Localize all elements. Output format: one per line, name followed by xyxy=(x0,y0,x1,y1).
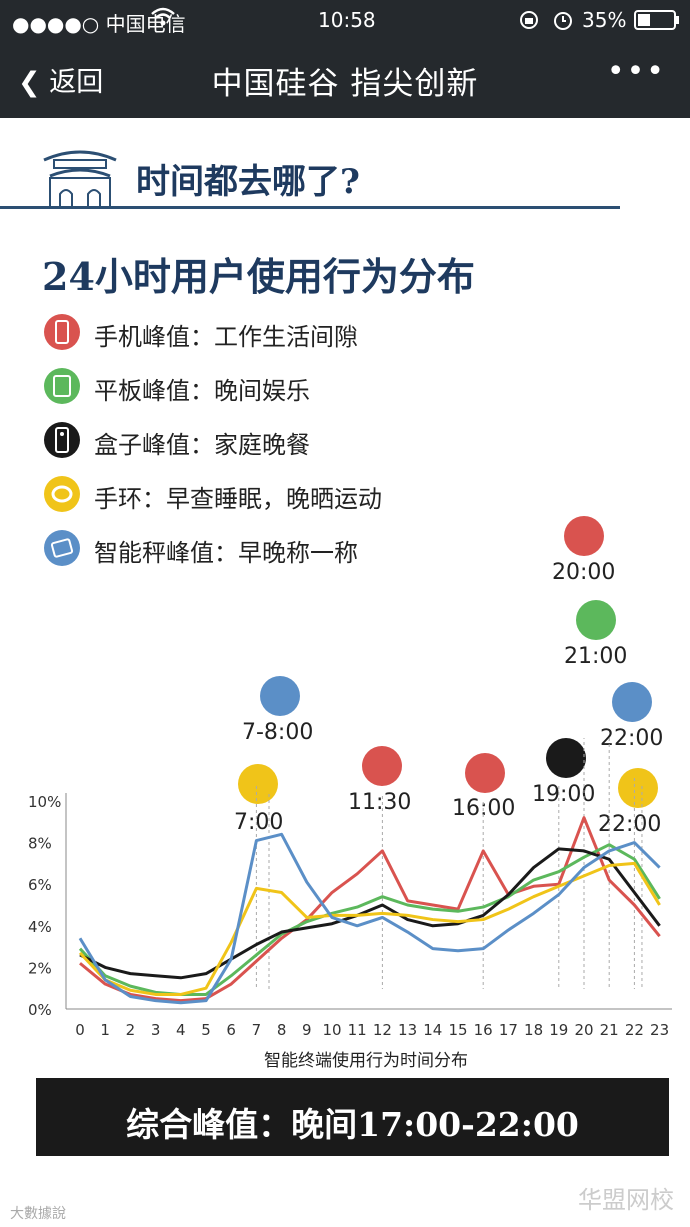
x-tick-label: 6 xyxy=(226,1021,236,1039)
section-title: 时间都去哪了? xyxy=(136,162,360,202)
wifi-icon xyxy=(150,6,176,33)
back-label: 返回 xyxy=(49,67,104,98)
peak-label: 11:30 xyxy=(348,790,412,815)
y-tick-label: 10% xyxy=(28,793,61,811)
x-tick-label: 16 xyxy=(474,1021,493,1039)
scale-icon xyxy=(44,530,80,566)
chevron-left-icon: ❮ xyxy=(18,67,41,98)
x-tick-label: 11 xyxy=(348,1021,367,1039)
legend-label: 手机峰值：工作生活间隙 xyxy=(94,323,358,351)
peak-summary-text: 综合峰值：晚间17:00-22:00 xyxy=(126,1105,579,1144)
legend-label: 盒子峰值：家庭晚餐 xyxy=(94,431,310,459)
line-chart: 0%2%4%6%8%10%0 1 2 3 4 5 6 7 8 9 10 11 12 13 14 15 16 17 1… xyxy=(28,738,672,1039)
phone-icon xyxy=(564,516,604,556)
tablet-icon xyxy=(576,600,616,640)
x-tick-label: 20 xyxy=(574,1021,593,1039)
y-tick-label: 2% xyxy=(28,959,52,977)
peak-label: 7-8:00 xyxy=(242,720,314,745)
divider xyxy=(0,206,620,209)
x-tick-label: 2 xyxy=(126,1021,136,1039)
more-button[interactable]: ••• xyxy=(606,54,666,89)
tablet-icon xyxy=(44,368,80,404)
nav-bar: ❮ 返回 中国硅谷 指尖创新 ••• xyxy=(0,40,690,118)
x-tick-label: 21 xyxy=(600,1021,619,1039)
x-axis-caption: 智能终端使用行为时间分布 xyxy=(264,1051,468,1071)
series-line-2 xyxy=(79,847,661,980)
wristband-icon xyxy=(618,768,658,808)
x-tick-label: 8 xyxy=(277,1021,287,1039)
x-tick-label: 0 xyxy=(75,1021,85,1039)
watermark-left: 大數據說 xyxy=(10,1206,66,1222)
peak-summary-banner: 综合峰值：晚间17:00-22:00 xyxy=(36,1078,669,1156)
status-bar: ●●●●○ 中国电信 10:58 35% xyxy=(0,0,690,40)
clock-time: 10:58 xyxy=(318,8,376,32)
scale-icon xyxy=(260,676,300,716)
x-tick-label: 23 xyxy=(650,1021,669,1039)
legend-label: 智能秤峰值：早晚称一称 xyxy=(94,539,358,567)
battery-icon xyxy=(634,10,680,35)
series-line-1 xyxy=(78,843,661,996)
legend-label: 手环：早查睡眠，晚晒运动 xyxy=(94,485,382,513)
peak-label: 20:00 xyxy=(552,560,616,585)
y-tick-label: 0% xyxy=(28,1001,52,1019)
x-tick-label: 10 xyxy=(322,1021,341,1039)
x-tick-label: 4 xyxy=(176,1021,186,1039)
x-tick-label: 1 xyxy=(100,1021,110,1039)
phone-icon xyxy=(44,314,80,350)
back-button[interactable]: ❮ 返回 xyxy=(18,60,103,99)
x-tick-label: 15 xyxy=(448,1021,467,1039)
series-line-4 xyxy=(78,832,661,1005)
series-line-3 xyxy=(78,861,661,996)
peak-label: 21:00 xyxy=(564,644,628,669)
x-tick-label: 13 xyxy=(398,1021,417,1039)
x-tick-label: 3 xyxy=(151,1021,161,1039)
peak-label: 22:00 xyxy=(600,726,664,751)
x-tick-label: 5 xyxy=(201,1021,211,1039)
y-tick-label: 6% xyxy=(28,876,52,894)
x-tick-label: 18 xyxy=(524,1021,543,1039)
x-tick-label: 7 xyxy=(252,1021,262,1039)
series-line-0 xyxy=(79,816,661,1003)
remote-icon xyxy=(44,422,80,458)
x-tick-label: 14 xyxy=(423,1021,442,1039)
scale-icon xyxy=(612,682,652,722)
phone-icon xyxy=(362,746,402,786)
chart-title: 24小时用户使用行为分布 xyxy=(42,254,475,299)
peak-label: 22:00 xyxy=(598,812,662,837)
peak-label: 7:00 xyxy=(234,810,284,835)
y-tick-label: 8% xyxy=(28,835,52,853)
nav-title: 中国硅谷 指尖创新 xyxy=(211,66,479,102)
wristband-icon xyxy=(238,764,278,804)
peak-label: 16:00 xyxy=(452,796,516,821)
alarm-icon xyxy=(552,9,574,36)
rotation-lock-icon xyxy=(518,9,540,36)
legend-label: 平板峰值：晚间娱乐 xyxy=(94,377,310,405)
y-tick-label: 4% xyxy=(28,918,52,936)
x-tick-label: 19 xyxy=(549,1021,568,1039)
phone-icon xyxy=(465,753,505,793)
remote-icon xyxy=(546,738,586,778)
article-image: 时间都去哪了? 24小时用户使用行为分布 手机峰值：工作生活间隙 平板峰值：晚间… xyxy=(0,118,690,1227)
peak-label: 19:00 xyxy=(532,782,596,807)
watermark-right: 华盟网校 xyxy=(578,1186,674,1214)
wristband-icon xyxy=(44,476,80,512)
battery-label: 35% xyxy=(582,8,627,32)
gate-icon xyxy=(40,138,120,214)
x-tick-label: 12 xyxy=(373,1021,392,1039)
x-tick-label: 17 xyxy=(499,1021,518,1039)
x-tick-label: 9 xyxy=(302,1021,312,1039)
x-tick-label: 22 xyxy=(625,1021,644,1039)
